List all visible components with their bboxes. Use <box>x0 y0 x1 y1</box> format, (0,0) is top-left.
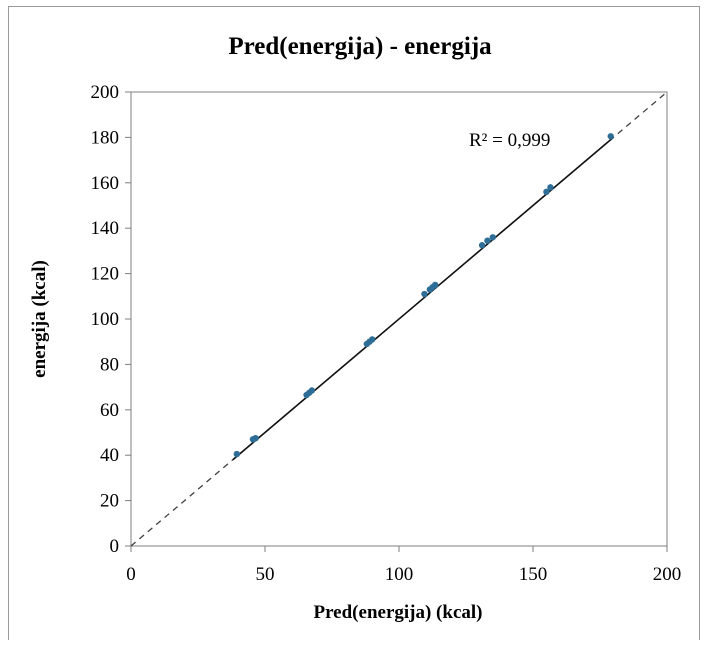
x-tick-label: 100 <box>385 564 414 585</box>
data-point <box>233 450 241 458</box>
y-tick-label: 40 <box>100 445 119 466</box>
y-tick-label: 200 <box>91 82 120 103</box>
x-tick-label: 0 <box>126 564 136 585</box>
x-tick-label: 200 <box>653 564 682 585</box>
data-point <box>547 184 554 191</box>
x-axis-title: Pred(energija) (kcal) <box>313 602 482 623</box>
data-point <box>489 234 496 241</box>
y-tick-label: 60 <box>100 400 119 421</box>
y-tick-label: 100 <box>91 309 120 330</box>
y-tick-label: 0 <box>110 536 120 557</box>
y-axis-title: energija (kcal) <box>29 260 50 378</box>
data-point <box>607 133 614 140</box>
data-point <box>308 387 316 394</box>
data-point <box>421 290 428 298</box>
data-point <box>369 336 376 343</box>
data-point <box>252 434 259 442</box>
data-point <box>478 242 486 249</box>
y-tick-label: 140 <box>91 218 120 239</box>
y-tick-label: 20 <box>100 491 119 512</box>
trend-line <box>232 136 614 461</box>
x-tick-label: 150 <box>519 564 548 585</box>
y-tick-label: 160 <box>91 173 120 194</box>
plot-area: 0 20 40 60 80 100 120 140 160 180 200 0 50 100 150 200 <box>91 82 682 585</box>
y-tick-label: 80 <box>100 354 119 375</box>
chart-frame <box>8 6 700 640</box>
data-point <box>431 281 439 289</box>
r-squared-annotation: R² = 0,999 <box>469 130 550 151</box>
data-point <box>484 237 491 244</box>
chart-title: Pred(energija) - energija <box>228 33 492 60</box>
data-point <box>543 188 550 196</box>
y-tick-label: 180 <box>91 127 120 148</box>
y-tick-label: 120 <box>91 264 120 285</box>
x-tick-label: 50 <box>256 564 275 585</box>
